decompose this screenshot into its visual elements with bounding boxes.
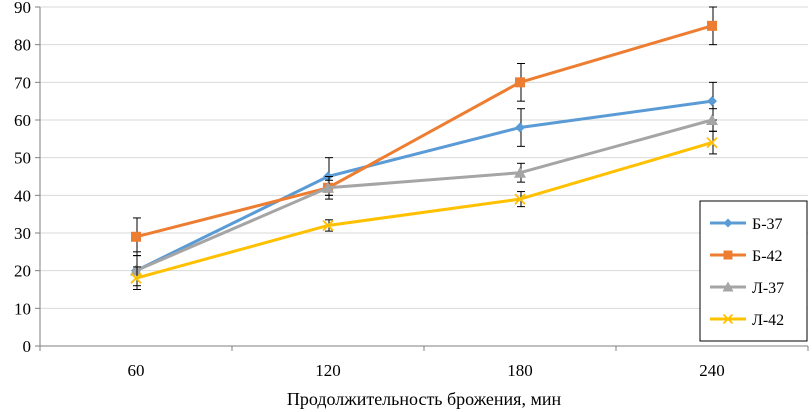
series-3 bbox=[130, 130, 718, 290]
y-tick-label: 10 bbox=[14, 299, 31, 318]
marker-diamond bbox=[723, 218, 733, 228]
marker-square bbox=[707, 20, 717, 31]
marker-triangle bbox=[130, 264, 142, 276]
marker-x-stroke bbox=[722, 313, 734, 325]
y-tick-label: 70 bbox=[14, 73, 31, 92]
legend-item: Л-37 bbox=[710, 280, 784, 297]
y-tick-label: 30 bbox=[14, 224, 31, 243]
y-tick-label: 60 bbox=[14, 111, 31, 130]
legend-item: Б-37 bbox=[710, 216, 783, 233]
marker-x-stroke bbox=[322, 219, 334, 232]
y-tick-label: 40 bbox=[14, 186, 31, 205]
marker-square bbox=[131, 231, 141, 242]
legend-item: Л-42 bbox=[710, 312, 784, 329]
series-line bbox=[135, 99, 713, 273]
legend-label: Л-37 bbox=[752, 280, 784, 297]
marker-diamond bbox=[515, 122, 525, 133]
marker-x-stroke bbox=[706, 136, 718, 149]
legend-label: Б-42 bbox=[752, 248, 783, 265]
marker-triangle bbox=[706, 114, 718, 125]
legend: Б-37 Б-42 Л-37 Л-42 bbox=[699, 200, 808, 342]
marker-square bbox=[515, 77, 525, 88]
y-tick-label: 20 bbox=[14, 262, 31, 281]
marker-triangle bbox=[514, 166, 526, 178]
y-tick-label: 80 bbox=[14, 36, 31, 55]
y-tick-label: 50 bbox=[14, 149, 31, 168]
series-0 bbox=[131, 81, 717, 290]
series-line bbox=[135, 118, 713, 273]
marker-triangle bbox=[722, 281, 734, 292]
y-tick-label: 0 bbox=[23, 337, 32, 356]
x-tick-label: 120 bbox=[315, 361, 341, 380]
series-2 bbox=[130, 108, 718, 287]
marker-x bbox=[514, 193, 526, 205]
marker-x bbox=[722, 313, 734, 325]
marker-square bbox=[723, 250, 733, 260]
legend-label: Б-37 bbox=[752, 216, 783, 233]
x-tick-label: 60 bbox=[128, 361, 145, 380]
legend-label: Л-42 bbox=[752, 312, 784, 329]
x-tick-label: 240 bbox=[699, 361, 725, 380]
series-line bbox=[135, 24, 713, 239]
x-axis-tick-labels: 60 120 180 240 bbox=[128, 361, 725, 380]
marker-x bbox=[706, 136, 718, 149]
y-tick-label: 90 bbox=[14, 0, 31, 17]
marker-x bbox=[322, 219, 334, 232]
marker-x bbox=[130, 272, 142, 284]
axes bbox=[35, 6, 809, 351]
marker-x-stroke bbox=[514, 193, 526, 205]
legend-item: Б-42 bbox=[710, 248, 783, 265]
data-series bbox=[130, 6, 718, 290]
marker-triangle bbox=[322, 181, 334, 193]
x-axis-label: Продолжительность брожения, мин bbox=[287, 389, 562, 409]
marker-x-stroke bbox=[130, 272, 142, 284]
marker-diamond bbox=[707, 96, 717, 107]
series-line bbox=[135, 141, 713, 280]
x-tick-label: 180 bbox=[507, 361, 533, 380]
y-axis-tick-labels: 0 10 20 30 40 50 60 70 80 90 bbox=[14, 0, 31, 356]
